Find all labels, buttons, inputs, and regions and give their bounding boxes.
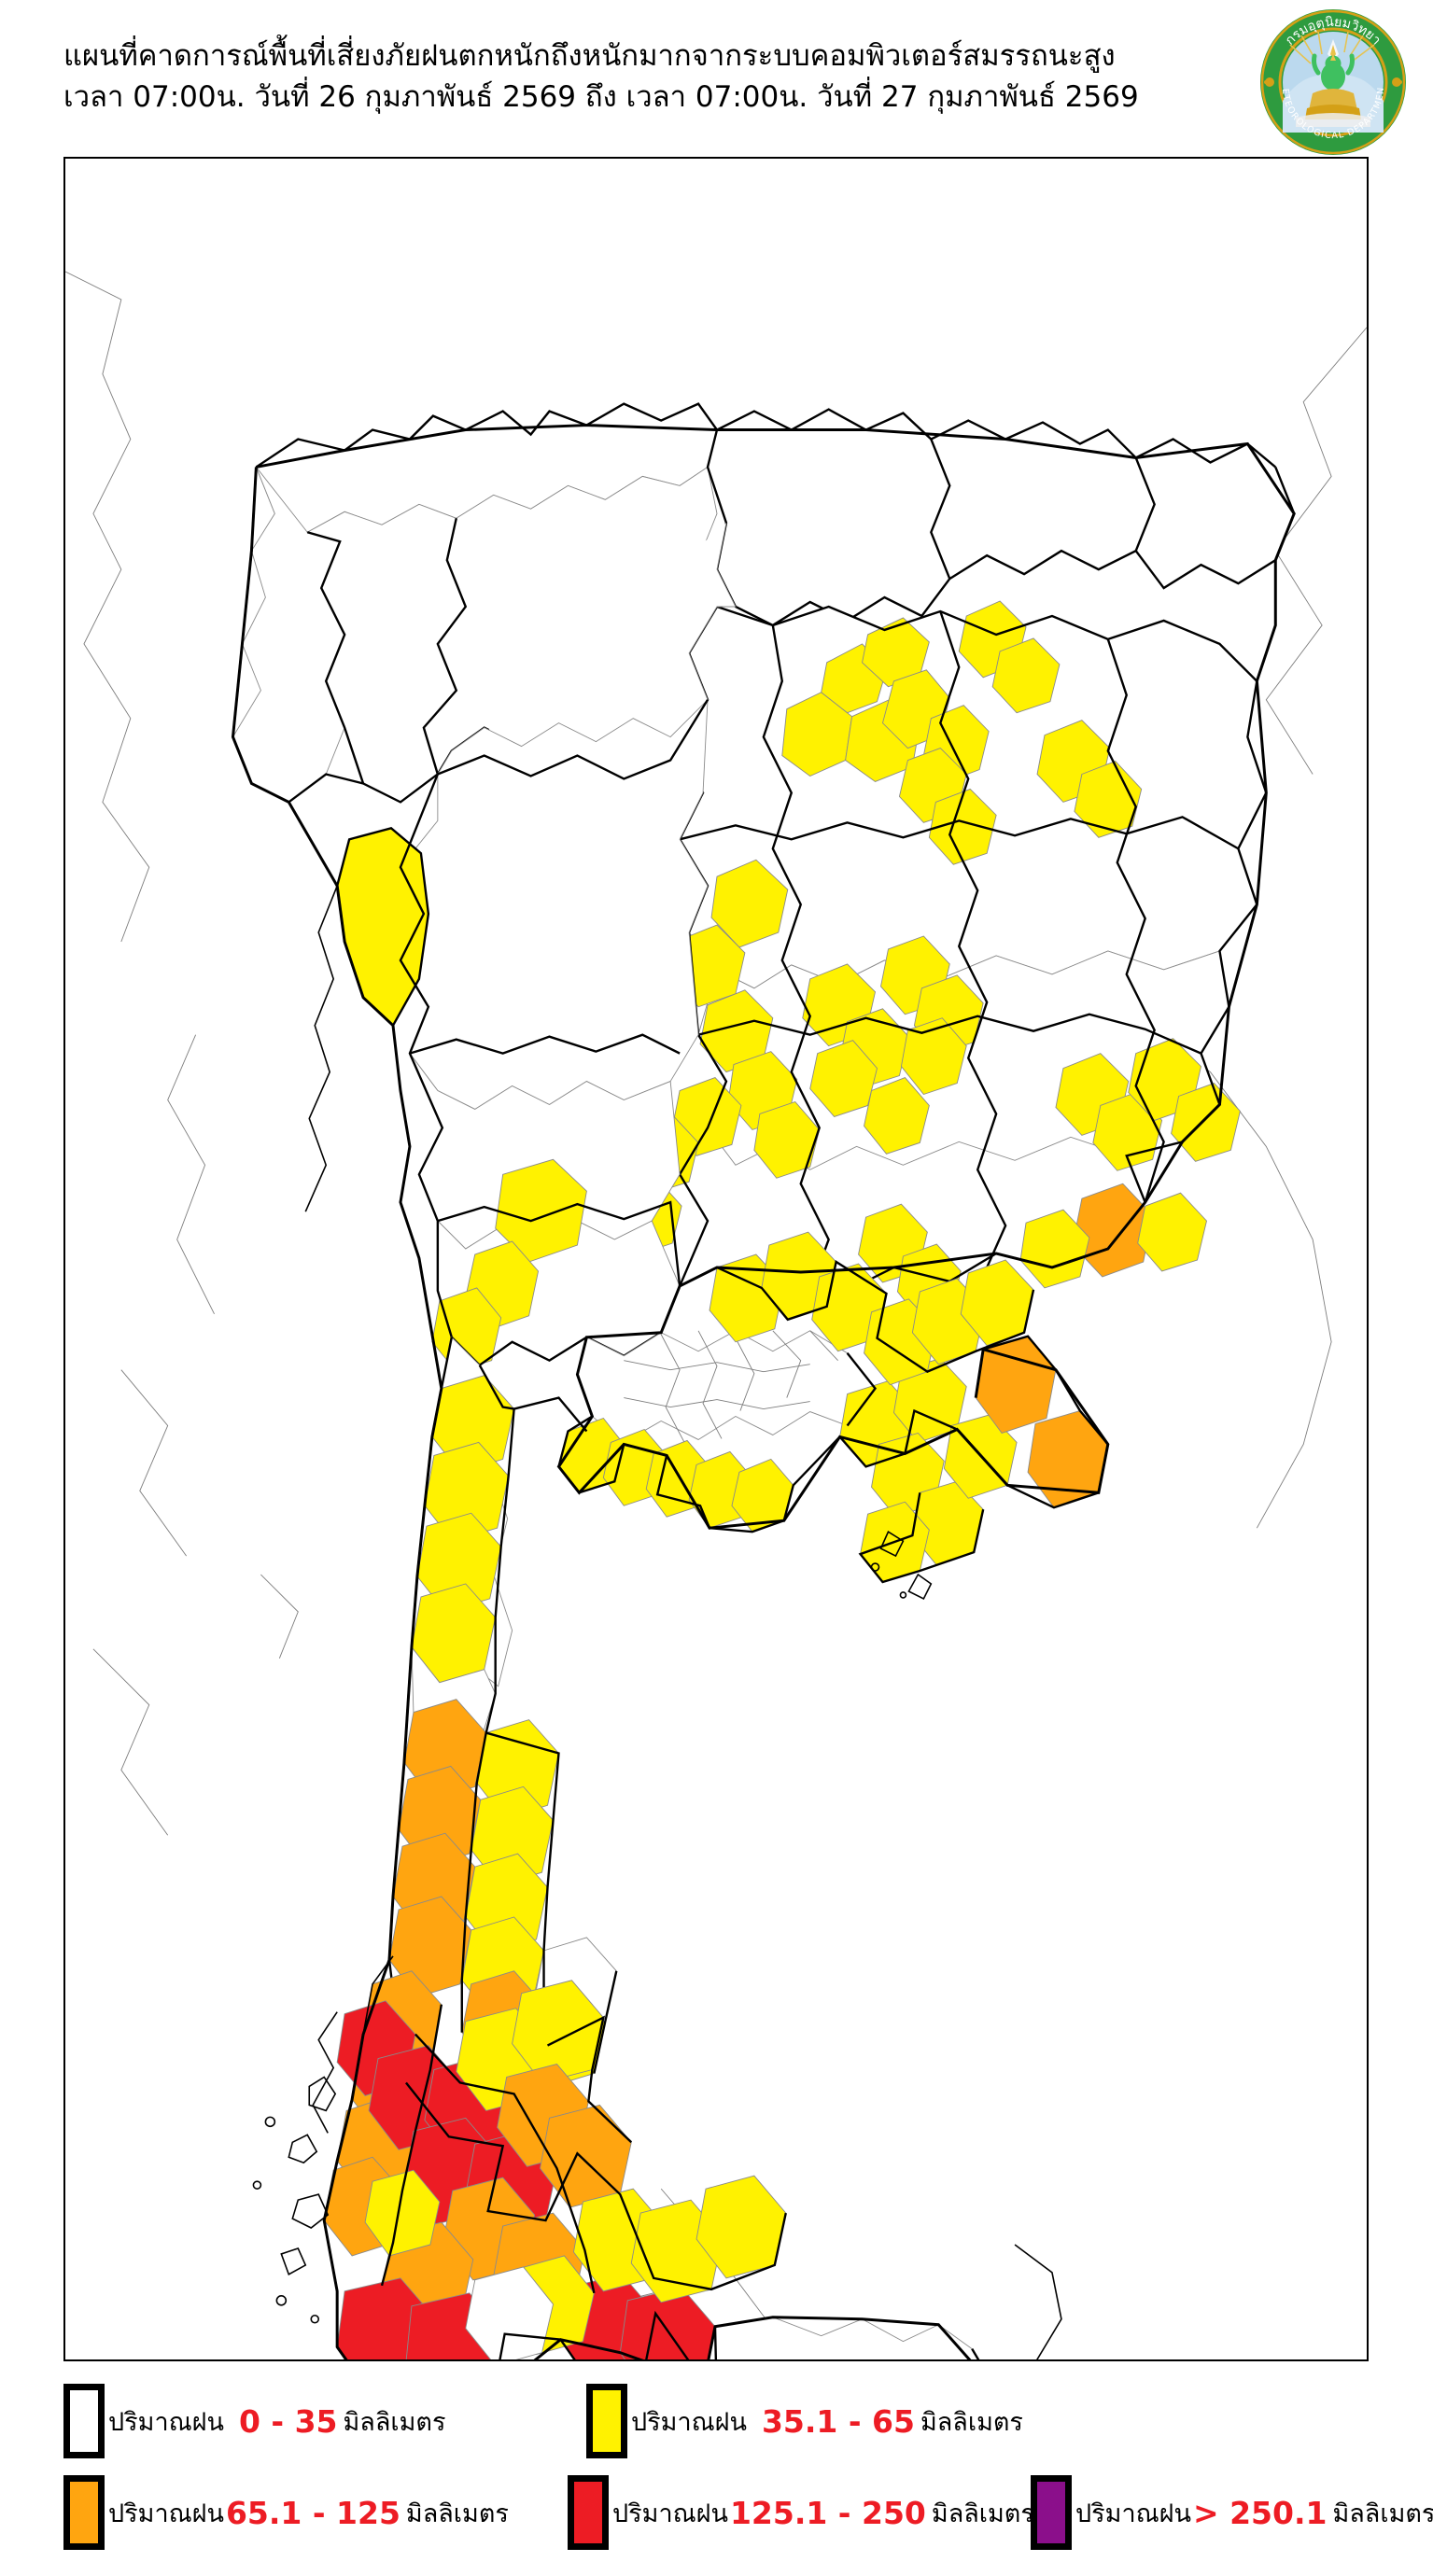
legend-unit-3: มิลลิเมตร xyxy=(931,2499,1034,2528)
legend-range-1: 35.1 - 65 xyxy=(761,2402,915,2440)
legend-label-0: ปริมาณฝน xyxy=(108,2407,224,2437)
region-east xyxy=(557,1231,1110,1601)
region-far-south xyxy=(713,2244,1062,2359)
legend-range-3: 125.1 - 250 xyxy=(729,2494,926,2531)
national-border xyxy=(231,424,1296,2359)
legend-item-2[interactable]: ปริมาณฝน 65.1 - 125 มิลลิเมตร xyxy=(63,2470,509,2555)
legend-item-4[interactable]: ปริมาณฝน > 250.1 มิลลิเมตร xyxy=(1031,2470,1433,2555)
tmd-seal-icon: กรมอุตุนิยมวิทยา METEOROLOGICAL DEPARTME… xyxy=(1254,0,1406,155)
tmd-logo: กรมอุตุนิยมวิทยา METEOROLOGICAL DEPARTME… xyxy=(1254,0,1408,157)
legend-item-1[interactable]: ปริมาณฝน 35.1 - 65 มิลลิเมตร xyxy=(586,2378,1023,2464)
legend-unit-4: มิลลิเมตร xyxy=(1332,2499,1433,2528)
legend-unit-2: มิลลิเมตร xyxy=(405,2499,509,2528)
legend-swatch-red xyxy=(568,2475,609,2550)
legend-label-1: ปริมาณฝน xyxy=(631,2407,747,2437)
legend-swatch-purple xyxy=(1031,2475,1072,2550)
west-coast-detail xyxy=(304,885,394,2134)
legend-label-3: ปริมาณฝน xyxy=(612,2499,728,2528)
legend-row-2: ปริมาณฝน 65.1 - 125 มิลลิเมตร ปริมาณฝน 1… xyxy=(63,2470,1433,2555)
legend-label-2: ปริมาณฝน xyxy=(108,2499,224,2528)
page-title-line-1: แผนที่คาดการณ์พื้นที่เสี่ยงภัยฝนตกหนักถึ… xyxy=(63,39,1116,73)
legend-row-1: ปริมาณฝน 0 - 35 มิลลิเมตร ปริมาณฝน 35.1 … xyxy=(63,2378,1370,2464)
legend-range-4: > 250.1 xyxy=(1192,2494,1328,2531)
map-frame xyxy=(63,157,1369,2361)
legend-range-2: 65.1 - 125 xyxy=(225,2494,400,2531)
legend-label-4: ปริมาณฝน xyxy=(1075,2499,1191,2528)
legend-swatch-yellow xyxy=(586,2384,627,2458)
page-title-line-2: เวลา 07:00น. วันที่ 26 กุมภาพันธ์ 2569 ถ… xyxy=(63,80,1139,115)
page-header: แผนที่คาดการณ์พื้นที่เสี่ยงภัยฝนตกหนักถึ… xyxy=(0,0,1433,157)
region-central xyxy=(335,523,737,1373)
legend-item-3[interactable]: ปริมาณฝน 125.1 - 250 มิลลิเมตร xyxy=(568,2470,1034,2555)
gulf-islands xyxy=(870,1530,933,1601)
title-block: แผนที่คาดการณ์พื้นที่เสี่ยงภัยฝนตกหนักถึ… xyxy=(63,35,1268,118)
thailand-map[interactable] xyxy=(65,159,1367,2359)
legend-item-0[interactable]: ปริมาณฝน 0 - 35 มิลลิเมตร xyxy=(63,2378,445,2464)
far-south-coast xyxy=(1014,2244,1062,2359)
rainfall-legend: ปริมาณฝน 0 - 35 มิลลิเมตร ปริมาณฝน 35.1 … xyxy=(63,2378,1433,2565)
andaman-islands xyxy=(252,2076,337,2324)
legend-unit-1: มิลลิเมตร xyxy=(920,2407,1023,2437)
legend-swatch-orange xyxy=(63,2475,105,2550)
legend-range-0: 0 - 35 xyxy=(238,2402,338,2440)
legend-swatch-white xyxy=(63,2384,105,2458)
legend-unit-0: มิลลิเมตร xyxy=(343,2407,446,2437)
region-lower-south xyxy=(252,1970,787,2359)
